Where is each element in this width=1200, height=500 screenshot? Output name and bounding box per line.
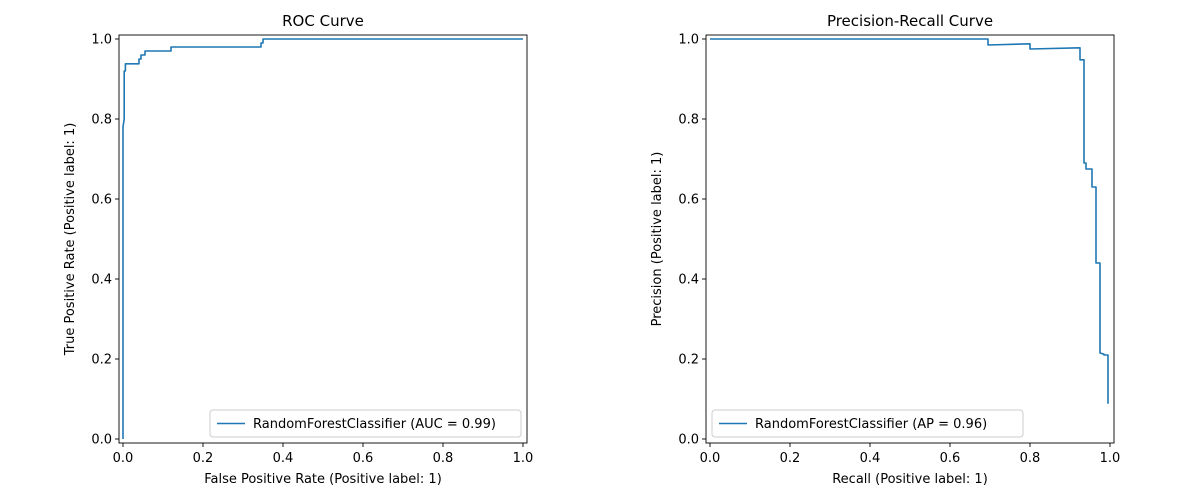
chart-1-x-tick-label: 0.4	[273, 451, 294, 466]
chart-2-y-tick-label: 0.4	[678, 273, 699, 288]
chart-1-y-tick-label: 0.6	[91, 193, 112, 208]
chart-1-legend: RandomForestClassifier (AUC = 0.99)	[209, 409, 522, 438]
chart-1-legend-box	[209, 409, 522, 438]
chart-2-y-tick-label: 0.6	[678, 193, 699, 208]
chart-2-x-tick-label: 0.6	[940, 451, 961, 466]
chart-1-x-tick-label: 0.0	[113, 451, 134, 466]
chart-2-title: Precision-Recall Curve	[827, 12, 993, 30]
chart-1-y-tick-label: 1.0	[91, 33, 112, 48]
chart-2-legend-box	[711, 409, 1024, 438]
chart-1-x-tick-label: 0.6	[353, 451, 374, 466]
chart-1-x-tick-label: 0.2	[193, 451, 214, 466]
chart-2-y-tick-label: 1.0	[678, 33, 699, 48]
chart-2-series-line-1	[710, 38, 1109, 404]
chart-2-group: Precision-Recall Curve 0.0 0.2 0.4 0.6 0.8 1.0…	[650, 12, 1120, 487]
chart-1-y-tick-label: 0.0	[91, 433, 112, 448]
chart-2-x-tick-label: 1.0	[1100, 451, 1121, 466]
chart-1-series-line-1	[122, 38, 523, 439]
chart-2-x-tick-label: 0.2	[780, 451, 801, 466]
chart-2-x-tick-label: 0.8	[1020, 451, 1041, 466]
chart-2-y-tick-label: 0.0	[678, 433, 699, 448]
chart-2-x-tick-label: 0.4	[860, 451, 881, 466]
chart-2-legend: RandomForestClassifier (AP = 0.96)	[711, 409, 1024, 438]
chart-1-x-tick-label: 0.8	[433, 451, 454, 466]
chart-1-plot-frame	[118, 34, 528, 444]
chart-1-legend-label: RandomForestClassifier (AUC = 0.99)	[253, 417, 496, 432]
chart-2-y-tick-label: 0.2	[678, 353, 699, 368]
chart-2-x-tick-label: 0.0	[700, 451, 721, 466]
chart-1-x-axis-label: False Positive Rate (Positive label: 1)	[204, 472, 442, 487]
chart-1-y-tick-label: 0.8	[91, 113, 112, 128]
chart-1-y-tick-label: 0.2	[91, 353, 112, 368]
chart-1-title: ROC Curve	[282, 12, 364, 30]
chart-1-group: ROC Curve 0.0 0.2 0.4 0.6 0.8 1.0 0.0 0.2 0.4 0.6 0…	[63, 12, 533, 487]
chart-2-plot-frame	[705, 34, 1115, 444]
chart-2-x-axis-label: Recall (Positive label: 1)	[832, 472, 988, 487]
chart-2-y-tick-label: 0.8	[678, 113, 699, 128]
chart-2-y-axis-label: Precision (Positive label: 1)	[650, 152, 665, 327]
chart-2-legend-label: RandomForestClassifier (AP = 0.96)	[755, 417, 987, 432]
chart-1-y-tick-label: 0.4	[91, 273, 112, 288]
chart-1-x-tick-label: 1.0	[513, 451, 534, 466]
chart-1-y-axis-label: True Positive Rate (Positive label: 1)	[63, 123, 78, 357]
